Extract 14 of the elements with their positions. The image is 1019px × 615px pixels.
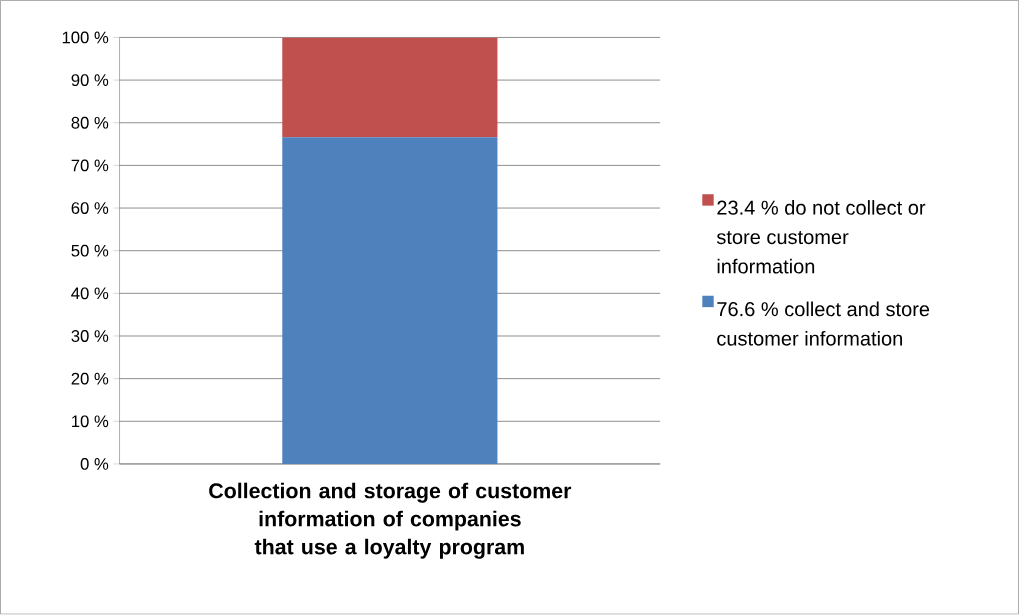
y-tick-label: 90 % bbox=[71, 74, 109, 87]
y-tick-label: 100 % bbox=[62, 31, 109, 44]
y-tick-label: 30 % bbox=[71, 330, 109, 343]
y-tick-label: 80 % bbox=[71, 117, 109, 129]
y-tick-label: 20 % bbox=[71, 372, 109, 385]
y-tick-label: 50 % bbox=[71, 245, 109, 257]
y-tick-label: 70 % bbox=[71, 159, 109, 172]
legend-label: 23.4 % do not collect or store customer information bbox=[716, 200, 926, 274]
y-tick-label: 60 % bbox=[71, 202, 109, 215]
y-tick-label: 10 % bbox=[72, 415, 109, 428]
legend-label: 76.6 % collect and store customer information bbox=[717, 301, 930, 346]
y-tick-label: 0 % bbox=[80, 458, 109, 471]
x-tick-label: Collection and storage of customer information of companies that use a loyalty program bbox=[209, 482, 572, 559]
y-tick-label: 40 % bbox=[71, 287, 109, 300]
